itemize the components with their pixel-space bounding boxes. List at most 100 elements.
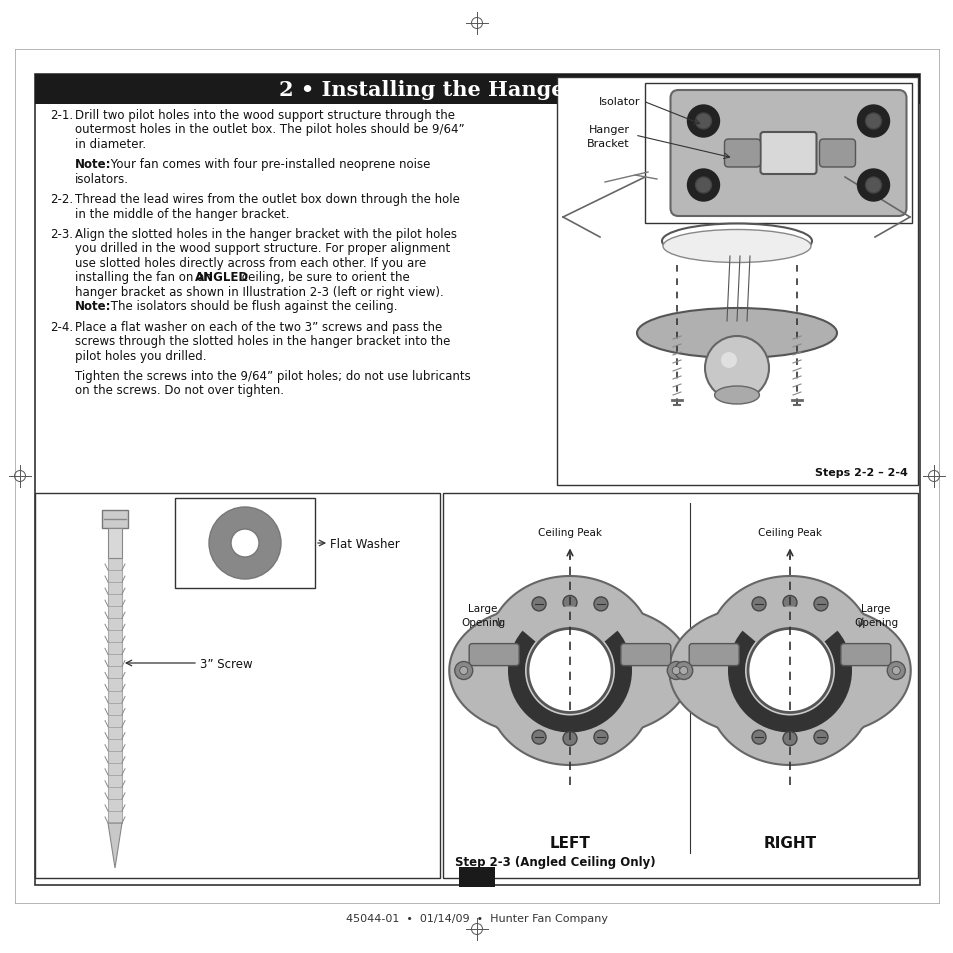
Text: in the middle of the hanger bracket.: in the middle of the hanger bracket.: [75, 208, 289, 220]
Text: pilot holes you drilled.: pilot holes you drilled.: [75, 350, 206, 362]
Polygon shape: [449, 577, 690, 765]
Text: Drill two pilot holes into the wood support structure through the: Drill two pilot holes into the wood supp…: [75, 109, 455, 122]
Circle shape: [695, 113, 711, 130]
Circle shape: [672, 667, 679, 675]
Text: Step 2-3 (Angled Ceiling Only): Step 2-3 (Angled Ceiling Only): [455, 855, 655, 868]
Circle shape: [524, 626, 615, 716]
Circle shape: [532, 598, 545, 611]
Circle shape: [687, 170, 719, 202]
Circle shape: [679, 667, 687, 675]
Circle shape: [562, 596, 577, 610]
Bar: [102, 511, 128, 529]
Text: 2-3.: 2-3.: [50, 228, 73, 241]
Bar: [644, 84, 911, 224]
Text: Bracket: Bracket: [587, 139, 629, 149]
Circle shape: [231, 530, 258, 558]
Circle shape: [886, 661, 904, 679]
Text: installing the fan on an: installing the fan on an: [75, 271, 215, 284]
Bar: [174, 498, 314, 588]
Wedge shape: [740, 607, 838, 671]
FancyBboxPatch shape: [469, 644, 518, 666]
Text: isolators.: isolators.: [75, 172, 129, 186]
Text: Ceiling Peak: Ceiling Peak: [537, 528, 601, 537]
Text: hanger bracket as shown in Illustration 2-3 (left or right view).: hanger bracket as shown in Illustration …: [75, 286, 443, 298]
Bar: [35, 494, 439, 878]
Circle shape: [209, 507, 281, 579]
Text: in diameter.: in diameter.: [75, 138, 146, 151]
Text: 3” Screw: 3” Screw: [200, 657, 253, 670]
Text: Ceiling Peak: Ceiling Peak: [758, 528, 821, 537]
Text: Steps 2-2 – 2-4: Steps 2-2 – 2-4: [814, 468, 907, 477]
Circle shape: [751, 730, 765, 744]
Circle shape: [666, 661, 684, 679]
Text: ANGLED: ANGLED: [194, 271, 249, 284]
FancyBboxPatch shape: [760, 132, 816, 174]
Circle shape: [751, 598, 765, 611]
Text: 2-1.: 2-1.: [50, 109, 73, 122]
Circle shape: [687, 106, 719, 138]
Circle shape: [594, 730, 607, 744]
Text: Thread the lead wires from the outlet box down through the hole: Thread the lead wires from the outlet bo…: [75, 193, 459, 206]
Circle shape: [727, 609, 851, 733]
Circle shape: [695, 178, 711, 193]
Text: Isolator: Isolator: [598, 97, 639, 107]
Text: you drilled in the wood support structure. For proper alignment: you drilled in the wood support structur…: [75, 242, 450, 255]
Circle shape: [459, 667, 467, 675]
Text: use slotted holes directly across from each other. If you are: use slotted holes directly across from e…: [75, 256, 426, 270]
Ellipse shape: [714, 387, 759, 405]
Ellipse shape: [637, 309, 836, 358]
Text: RIGHT: RIGHT: [762, 835, 816, 850]
Text: outermost holes in the outlet box. The pilot holes should be 9/64”: outermost holes in the outlet box. The p…: [75, 123, 464, 136]
Bar: [442, 494, 917, 878]
Circle shape: [704, 336, 768, 400]
Circle shape: [782, 596, 796, 610]
Bar: [35, 75, 919, 885]
Bar: [458, 867, 495, 887]
Circle shape: [594, 598, 607, 611]
Text: Note:: Note:: [75, 158, 112, 172]
Text: Hanger: Hanger: [588, 125, 629, 135]
Text: screws through the slotted holes in the hanger bracket into the: screws through the slotted holes in the …: [75, 335, 450, 348]
Text: Large: Large: [468, 604, 497, 614]
Circle shape: [562, 732, 577, 746]
Circle shape: [782, 732, 796, 746]
Wedge shape: [520, 607, 618, 671]
Text: The isolators should be flush against the ceiling.: The isolators should be flush against th…: [107, 300, 397, 314]
Circle shape: [455, 661, 473, 679]
Text: Note:: Note:: [75, 300, 112, 314]
Text: 5: 5: [472, 871, 481, 883]
Circle shape: [864, 113, 881, 130]
FancyBboxPatch shape: [723, 140, 760, 168]
Text: Large: Large: [861, 604, 890, 614]
Circle shape: [744, 626, 834, 716]
Circle shape: [720, 353, 737, 369]
Text: 45044-01  •  01/14/09  •  Hunter Fan Company: 45044-01 • 01/14/09 • Hunter Fan Company: [346, 913, 607, 923]
Text: Your fan comes with four pre-installed neoprene noise: Your fan comes with four pre-installed n…: [107, 158, 430, 172]
Circle shape: [747, 629, 831, 713]
Ellipse shape: [661, 224, 811, 259]
Bar: [108, 558, 122, 823]
Text: 2-2.: 2-2.: [50, 193, 73, 206]
Circle shape: [813, 598, 827, 611]
Bar: [557, 78, 917, 485]
Circle shape: [532, 730, 545, 744]
Text: on the screws. Do not over tighten.: on the screws. Do not over tighten.: [75, 384, 284, 397]
FancyBboxPatch shape: [620, 644, 670, 666]
Bar: [108, 529, 122, 558]
Ellipse shape: [662, 231, 810, 263]
Circle shape: [857, 170, 888, 202]
Text: Opening: Opening: [460, 618, 504, 628]
Text: LEFT: LEFT: [549, 835, 590, 850]
Text: Flat Washer: Flat Washer: [330, 537, 399, 550]
Circle shape: [813, 730, 827, 744]
Text: 2-4.: 2-4.: [50, 320, 73, 334]
FancyBboxPatch shape: [688, 644, 739, 666]
Circle shape: [507, 609, 631, 733]
Circle shape: [674, 661, 692, 679]
Circle shape: [527, 629, 612, 713]
Polygon shape: [669, 577, 910, 765]
Text: OR: OR: [674, 637, 705, 656]
Text: Place a flat washer on each of the two 3” screws and pass the: Place a flat washer on each of the two 3…: [75, 320, 442, 334]
FancyBboxPatch shape: [819, 140, 855, 168]
FancyBboxPatch shape: [840, 644, 890, 666]
